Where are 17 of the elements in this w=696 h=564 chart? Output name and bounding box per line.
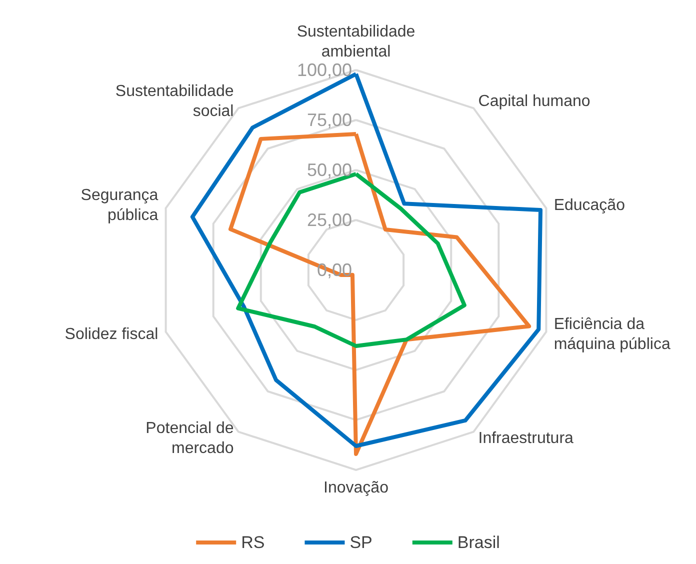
spoke-label: Solidez fiscal bbox=[64, 326, 158, 343]
y-tick-label: 25,00 bbox=[306, 210, 352, 230]
spoke-label: Capital humano bbox=[478, 93, 590, 110]
y-tick-label: 75,00 bbox=[306, 110, 352, 130]
legend-label: RS bbox=[241, 533, 265, 552]
legend-label: Brasil bbox=[457, 533, 500, 552]
spoke-label: Inovação bbox=[324, 480, 389, 496]
spoke-label: Segurança pública bbox=[80, 187, 158, 224]
spoke-label: Potencial de mercado bbox=[146, 420, 234, 457]
spoke-label: Eficiência da máquina pública bbox=[554, 316, 670, 353]
y-tick-label: 50,00 bbox=[306, 160, 352, 180]
legend-label: SP bbox=[350, 533, 372, 552]
spoke-label: Educação bbox=[554, 197, 626, 214]
spoke-label: Sustentabilidade ambiental bbox=[296, 24, 416, 60]
spoke-label: Sustentabilidade social bbox=[115, 83, 234, 120]
y-tick-label: 100,00 bbox=[296, 60, 352, 80]
spoke-label: Infraestrutura bbox=[478, 430, 574, 447]
